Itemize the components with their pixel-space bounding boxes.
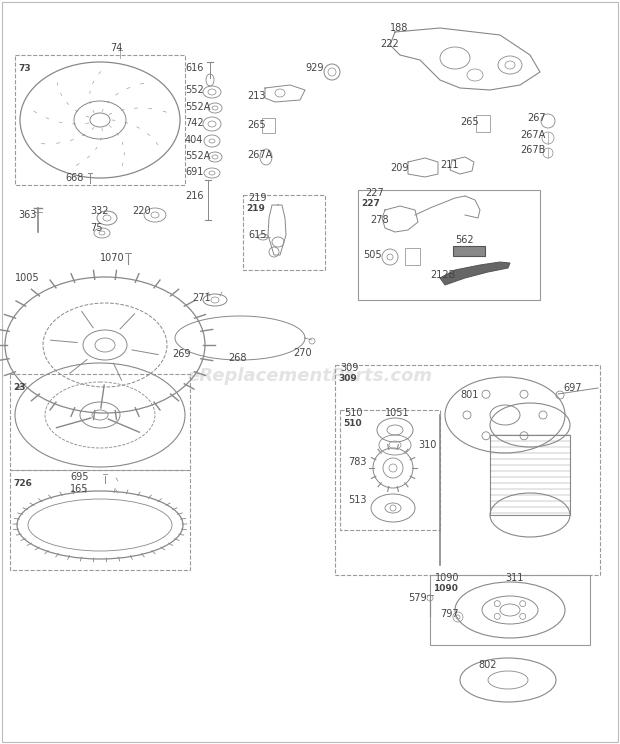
Bar (10, 374, 190, 470)
Bar (340, 410, 440, 530)
Bar (430, 575, 590, 645)
Text: 311: 311 (505, 573, 523, 583)
Text: 213: 213 (247, 91, 265, 101)
Text: 188: 188 (390, 23, 409, 33)
Text: 309: 309 (338, 374, 356, 383)
Text: 222: 222 (380, 39, 399, 49)
Text: 802: 802 (478, 660, 497, 670)
Text: 227: 227 (361, 199, 380, 208)
Text: 552: 552 (185, 85, 204, 95)
Text: 165: 165 (70, 484, 89, 494)
Text: eReplacementParts.com: eReplacementParts.com (187, 367, 433, 385)
Text: 783: 783 (348, 457, 366, 467)
Bar (262, 118, 275, 133)
Bar (453, 246, 485, 256)
Text: 220: 220 (132, 206, 151, 216)
Text: 1070: 1070 (100, 253, 125, 263)
Polygon shape (440, 262, 510, 285)
Text: 579: 579 (408, 593, 427, 603)
Text: 668: 668 (65, 173, 83, 183)
Text: 1005: 1005 (15, 273, 40, 283)
Text: 552A: 552A (185, 151, 210, 161)
Text: 363: 363 (18, 210, 37, 220)
Text: 726: 726 (13, 479, 32, 488)
Text: 1090: 1090 (433, 584, 458, 593)
Bar (476, 115, 490, 132)
Text: 212B: 212B (430, 270, 455, 280)
Text: 742: 742 (185, 118, 203, 128)
Text: 801: 801 (460, 390, 479, 400)
Text: 505: 505 (363, 250, 382, 260)
Text: 510: 510 (343, 419, 361, 428)
Text: 929: 929 (305, 63, 324, 73)
Text: 216: 216 (185, 191, 203, 201)
Text: 1051: 1051 (385, 408, 410, 418)
Text: 267A: 267A (520, 130, 545, 140)
Text: 404: 404 (185, 135, 203, 145)
Text: 695: 695 (70, 472, 89, 482)
Text: 616: 616 (185, 63, 203, 73)
Text: 615: 615 (248, 230, 267, 240)
Text: 23: 23 (13, 383, 25, 392)
Bar (490, 435, 570, 515)
Bar (243, 195, 325, 270)
Bar (358, 190, 540, 300)
Text: 332: 332 (90, 206, 108, 216)
Text: 209: 209 (390, 163, 409, 173)
Text: 265: 265 (460, 117, 479, 127)
Text: 227: 227 (365, 188, 384, 198)
Text: 265: 265 (247, 120, 265, 130)
Text: 270: 270 (293, 348, 312, 358)
Text: 73: 73 (18, 64, 30, 73)
Text: 697: 697 (563, 383, 582, 393)
Text: 691: 691 (185, 167, 203, 177)
Text: 267: 267 (527, 113, 546, 123)
Text: 310: 310 (418, 440, 436, 450)
Bar (15, 55, 185, 185)
Bar (10, 470, 190, 570)
Text: 267B: 267B (520, 145, 546, 155)
Text: 552A: 552A (185, 102, 210, 112)
Text: 1090: 1090 (435, 573, 459, 583)
Text: 267A: 267A (247, 150, 272, 160)
Text: 513: 513 (348, 495, 366, 505)
Text: 211: 211 (440, 160, 459, 170)
Text: 271: 271 (192, 293, 211, 303)
Text: 75: 75 (90, 223, 102, 233)
Text: 510: 510 (344, 408, 363, 418)
Text: 219: 219 (248, 193, 267, 203)
Bar (335, 365, 600, 575)
Text: 562: 562 (455, 235, 474, 245)
Text: 269: 269 (172, 349, 190, 359)
Bar (405, 248, 420, 265)
Text: 797: 797 (440, 609, 459, 619)
Text: 268: 268 (228, 353, 247, 363)
Text: 219: 219 (246, 204, 265, 213)
Text: 278: 278 (370, 215, 389, 225)
Text: 74: 74 (110, 43, 122, 53)
Text: 309: 309 (340, 363, 358, 373)
